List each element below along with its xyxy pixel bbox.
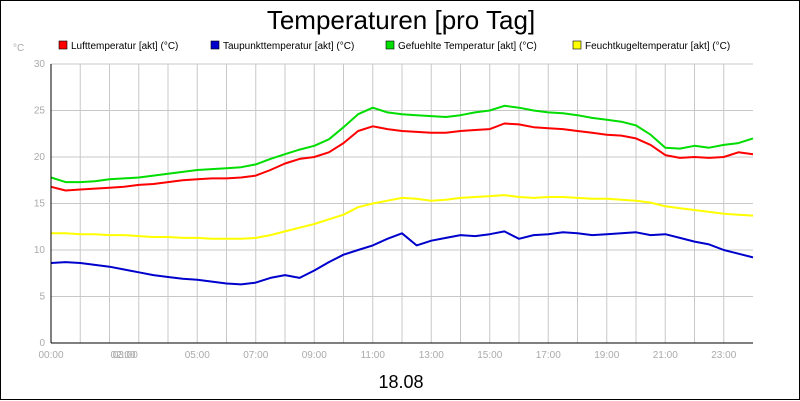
legend-item-3: Feuchtkugeltemperatur [akt] (°C)	[572, 40, 730, 52]
legend-swatch-1	[210, 40, 220, 50]
x-tick-label-0: 00:00	[38, 350, 63, 361]
grid	[51, 63, 753, 344]
legend-label-2: Gefuehlte Temperatur [akt] (°C)	[398, 41, 537, 52]
legend-item-2: Gefuehlte Temperatur [akt] (°C)	[385, 40, 537, 52]
series-line-0	[50, 122, 754, 192]
y-tick-label-0: 0	[39, 338, 45, 349]
legend-item-1: Taupunkttemperatur [akt] (°C)	[210, 40, 354, 52]
x-tick-label-7: 13:00	[419, 350, 444, 361]
x-axis-date-label: 18.08	[378, 372, 423, 392]
legend-label-0: Lufttemperatur [akt] (°C)	[71, 41, 178, 52]
x-tick-label-2: 03:00	[113, 350, 138, 361]
series-group	[50, 104, 754, 286]
x-tick-label-10: 19:00	[594, 350, 619, 361]
x-tick-label-4: 07:00	[243, 350, 268, 361]
y-axis-unit-label: °C	[13, 43, 24, 54]
legend: Lufttemperatur [akt] (°C) Taupunkttempera…	[58, 40, 730, 52]
x-tick-label-9: 17:00	[536, 350, 561, 361]
series-line-1	[50, 230, 754, 286]
axes	[50, 64, 753, 344]
chart-title: Temperaturen [pro Tag]	[267, 5, 535, 35]
y-tick-label-2: 10	[34, 245, 46, 256]
y-tick-label-4: 20	[34, 152, 46, 163]
y-tick-label-1: 5	[39, 292, 45, 303]
legend-swatch-0	[58, 40, 68, 50]
x-tick-label-1: 02:00	[110, 350, 135, 361]
legend-item-0: Lufttemperatur [akt] (°C)	[58, 40, 178, 52]
legend-label-3: Feuchtkugeltemperatur [akt] (°C)	[585, 41, 730, 52]
legend-swatch-2	[385, 40, 395, 50]
x-tick-label-8: 15:00	[477, 350, 502, 361]
x-tick-label-12: 23:00	[711, 350, 736, 361]
series-line-2	[50, 104, 754, 184]
x-tick-label-6: 11:00	[361, 350, 386, 361]
x-tick-label-11: 21:00	[653, 350, 678, 361]
legend-swatch-3	[572, 40, 582, 50]
x-tick-label-5: 09:00	[302, 350, 327, 361]
x-tick-label-3: 05:00	[185, 350, 210, 361]
y-tick-labels: 0 5 10 15 20 25 30	[34, 59, 46, 349]
legend-label-1: Taupunkttemperatur [akt] (°C)	[223, 41, 354, 52]
y-tick-label-5: 25	[34, 106, 46, 117]
series-line-3	[51, 194, 754, 240]
y-tick-label-6: 30	[34, 59, 46, 70]
y-tick-label-3: 15	[34, 199, 46, 210]
